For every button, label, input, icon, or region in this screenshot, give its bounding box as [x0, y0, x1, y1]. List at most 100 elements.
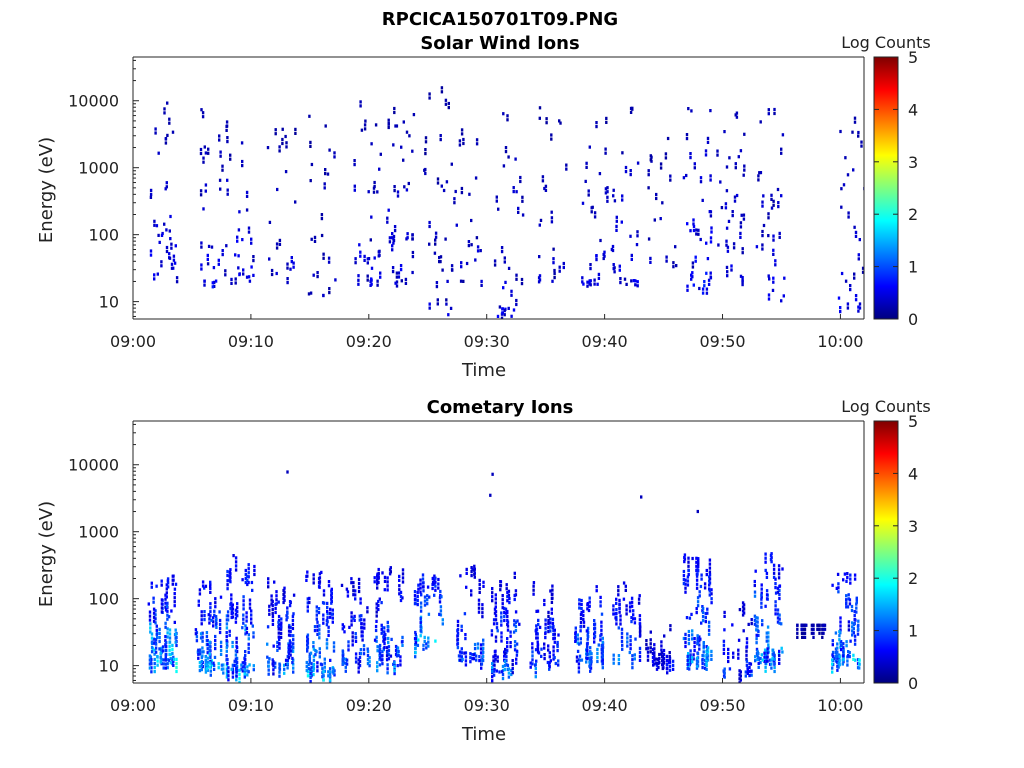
heatmap-cell [470, 589, 473, 593]
heatmap-cell [587, 189, 590, 193]
colorbar-tick-label: 3 [908, 153, 918, 172]
heatmap-cell [506, 595, 509, 599]
heatmap-cell [696, 596, 700, 600]
heatmap-cell [247, 580, 250, 585]
heatmap-cell [475, 142, 479, 146]
heatmap-cell [517, 206, 520, 210]
heatmap-cell [238, 676, 241, 680]
heatmap-cell [698, 647, 701, 651]
heatmap-cell [696, 652, 700, 656]
heatmap-cell [203, 283, 206, 287]
heatmap-cell [565, 167, 568, 171]
heatmap-cell [312, 645, 315, 649]
heatmap-cell [849, 639, 852, 643]
heatmap-cell [772, 280, 775, 284]
heatmap-cell [175, 657, 178, 661]
heatmap-cell [227, 666, 230, 670]
heatmap-cell [687, 573, 690, 577]
heatmap-cell [244, 568, 247, 573]
heatmap-cell [164, 658, 167, 662]
heatmap-cell [225, 649, 228, 653]
heatmap-cell [579, 625, 582, 629]
heatmap-cell [765, 571, 769, 575]
heatmap-cell [708, 566, 712, 570]
heatmap-cell [588, 596, 591, 600]
heatmap-cell [612, 653, 615, 657]
heatmap-cell [518, 622, 521, 626]
heatmap-cell [742, 607, 746, 611]
heatmap-cell [836, 642, 839, 646]
heatmap-cell [244, 632, 247, 636]
heatmap-cell [759, 661, 762, 665]
cometary-ions-title: Cometary Ions [427, 397, 574, 418]
heatmap-cell [823, 623, 827, 627]
heatmap-cell [855, 600, 858, 604]
heatmap-cell [330, 599, 333, 603]
heatmap-cell [168, 648, 171, 652]
heatmap-cell [161, 649, 165, 653]
heatmap-cell [765, 639, 768, 643]
heatmap-cell [661, 662, 664, 667]
heatmap-cell [242, 617, 245, 621]
heatmap-cell [774, 577, 777, 581]
heatmap-cell [171, 651, 174, 655]
heatmap-cell [426, 602, 429, 606]
heatmap-cell [201, 635, 204, 639]
heatmap-cell [153, 652, 156, 656]
heatmap-cell [318, 651, 321, 655]
heatmap-cell [741, 601, 745, 605]
heatmap-cell [500, 631, 503, 635]
heatmap-cell [438, 260, 441, 264]
heatmap-cell [154, 646, 158, 650]
heatmap-cell [387, 636, 390, 641]
heatmap-cell [210, 245, 214, 249]
heatmap-cell [397, 649, 400, 654]
heatmap-cell [158, 635, 161, 640]
heatmap-cell [620, 639, 624, 643]
heatmap-cell [538, 274, 542, 278]
heatmap-cell [580, 598, 583, 603]
heatmap-cell [722, 647, 726, 651]
heatmap-cell [212, 620, 215, 624]
heatmap-cell [688, 667, 691, 671]
heatmap-cell [399, 264, 403, 268]
heatmap-cell [250, 265, 253, 269]
heatmap-cell [460, 647, 463, 651]
heatmap-cell [331, 620, 334, 624]
heatmap-cell [233, 663, 236, 667]
heatmap-cell [619, 281, 622, 285]
heatmap-cell [221, 168, 224, 172]
heatmap-cell [549, 617, 552, 621]
heatmap-cell [653, 651, 656, 655]
heatmap-cell [521, 199, 524, 203]
heatmap-cell [161, 231, 164, 236]
heatmap-cell [780, 646, 783, 650]
heatmap-cell [170, 262, 174, 266]
heatmap-cell [510, 314, 513, 318]
heatmap-cell [770, 197, 773, 201]
heatmap-cell [234, 620, 238, 624]
heatmap-cell [741, 279, 744, 283]
heatmap-cell [435, 285, 439, 289]
heatmap-cell [691, 629, 694, 633]
heatmap-cell [504, 146, 508, 150]
heatmap-cell [292, 642, 295, 646]
heatmap-cell [703, 666, 707, 670]
heatmap-cell [640, 495, 643, 499]
heatmap-cell [370, 277, 373, 281]
heatmap-cell [327, 674, 330, 678]
heatmap-cell [812, 623, 815, 627]
heatmap-cell [691, 556, 694, 561]
heatmap-cell [419, 625, 422, 629]
heatmap-cell [704, 612, 707, 616]
heatmap-cell [706, 257, 710, 261]
heatmap-cell [858, 306, 862, 310]
heatmap-cell [312, 673, 315, 677]
heatmap-cell [589, 646, 592, 650]
heatmap-cell [353, 184, 356, 188]
heatmap-cell [218, 178, 222, 182]
heatmap-cell [201, 650, 204, 654]
heatmap-cell [244, 572, 247, 577]
heatmap-cell [691, 633, 694, 637]
heatmap-cell [446, 279, 449, 283]
